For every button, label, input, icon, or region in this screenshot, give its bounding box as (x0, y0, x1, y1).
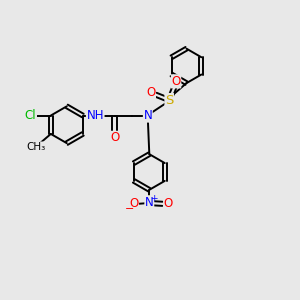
Text: CH₃: CH₃ (26, 142, 46, 152)
Text: +: + (150, 194, 157, 203)
Text: N: N (145, 196, 154, 209)
Text: −: − (125, 204, 135, 214)
Text: N: N (143, 109, 152, 122)
Text: Cl: Cl (25, 109, 36, 122)
Text: S: S (165, 94, 173, 106)
Text: O: O (164, 197, 173, 210)
Text: NH: NH (86, 109, 104, 122)
Text: O: O (171, 75, 181, 88)
Text: O: O (146, 86, 155, 99)
Text: O: O (110, 131, 119, 144)
Text: O: O (129, 197, 139, 210)
